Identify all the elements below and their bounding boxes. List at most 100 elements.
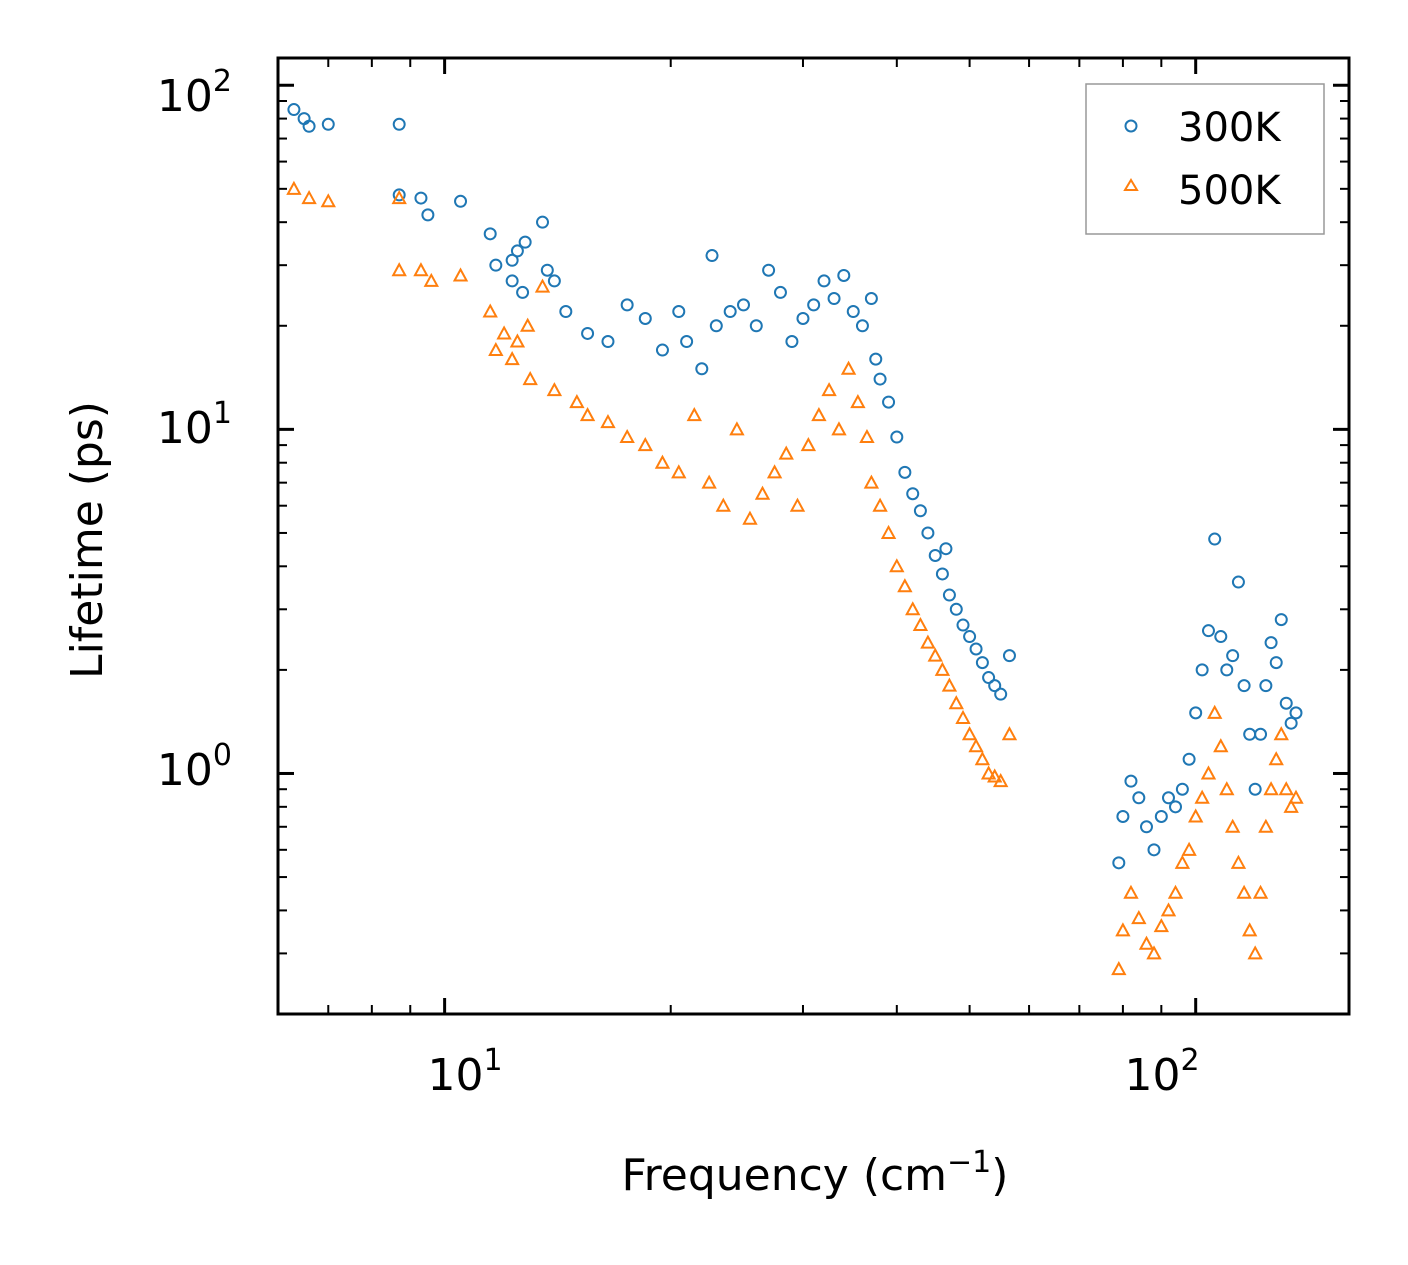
point-300k	[906, 487, 920, 501]
point-300k	[540, 263, 554, 277]
point-500k	[778, 445, 794, 460]
point-300k	[749, 319, 763, 333]
x-axis-label: Frequency (cm−1)	[622, 1145, 1009, 1201]
legend: 300K 500K	[1085, 83, 1325, 235]
point-300k	[1274, 613, 1288, 627]
point-300k	[672, 305, 686, 319]
point-500k	[1213, 738, 1229, 753]
point-500k	[1131, 909, 1147, 925]
point-300k	[516, 285, 530, 299]
point-500k	[1263, 781, 1279, 796]
point-500k	[1224, 818, 1241, 833]
point-300k	[1195, 663, 1209, 677]
point-300k	[392, 188, 406, 202]
point-300k	[864, 292, 878, 306]
point-300k	[1175, 782, 1189, 796]
point-300k	[559, 305, 573, 319]
point-300k	[963, 630, 977, 644]
point-500k	[889, 558, 905, 573]
point-500k	[1160, 902, 1177, 917]
point-500k	[742, 510, 758, 525]
point-300k	[505, 253, 519, 267]
point-300k	[1161, 791, 1175, 805]
point-300k	[392, 117, 406, 131]
point-500k	[1138, 935, 1155, 950]
point-500k	[831, 421, 847, 436]
point-300k	[975, 656, 989, 670]
point-300k	[994, 687, 1008, 701]
point-300k	[1226, 649, 1240, 663]
point-300k	[1269, 656, 1283, 670]
point-300k	[321, 117, 335, 131]
point-300k	[935, 567, 949, 581]
point-300k	[1248, 782, 1262, 796]
point-300k	[1254, 727, 1268, 741]
point-300k	[1147, 843, 1161, 857]
point-500k	[980, 765, 997, 780]
point-500k	[1111, 961, 1127, 976]
point-500k	[619, 428, 635, 444]
point-300k	[873, 372, 887, 386]
series-500k-points	[286, 180, 1304, 976]
point-300k	[518, 235, 532, 249]
point-300k	[421, 208, 435, 222]
point-500k	[789, 497, 806, 512]
point-300k	[1284, 716, 1298, 730]
point-300k	[1237, 679, 1251, 693]
point-500k	[452, 267, 469, 282]
point-500k	[1188, 808, 1204, 823]
point-300k	[913, 504, 927, 518]
point-500k	[1001, 726, 1018, 741]
point-300k	[1201, 624, 1215, 638]
point-500k	[320, 193, 336, 208]
point-500k	[1153, 918, 1170, 933]
point-300k	[928, 548, 942, 562]
point-300k	[898, 465, 912, 479]
point-500k	[821, 382, 837, 397]
point-500k	[754, 485, 771, 500]
point-500k	[1258, 818, 1274, 833]
point-300k	[680, 335, 694, 349]
point-300k	[1002, 649, 1016, 663]
point-500k	[920, 634, 936, 649]
point-500k	[391, 189, 407, 205]
point-500k	[715, 497, 732, 512]
point-500k	[488, 341, 504, 357]
point-500k	[701, 474, 717, 489]
point-500k	[1247, 945, 1263, 960]
point-300k	[869, 352, 883, 366]
point-300k	[1132, 791, 1146, 805]
point-300k	[939, 542, 953, 556]
point-500k	[1236, 884, 1252, 899]
point-300k	[1243, 727, 1257, 741]
point-300k	[620, 298, 634, 312]
point-300k	[1169, 800, 1183, 814]
point-500k	[840, 360, 857, 375]
point-300k	[1124, 774, 1138, 788]
point-300k	[827, 292, 841, 306]
point-300k	[890, 430, 904, 444]
point-500k	[509, 333, 526, 348]
point-500k	[413, 262, 429, 277]
point-500k	[1167, 884, 1184, 899]
point-500k	[600, 413, 616, 429]
point-300k	[1189, 706, 1203, 720]
point-300k	[1289, 706, 1303, 720]
point-500k	[934, 661, 951, 676]
point-500k	[1278, 781, 1294, 796]
point-500k	[522, 370, 538, 386]
point-500k	[1252, 884, 1269, 899]
legend-label-300k: 300K	[1178, 105, 1282, 151]
point-300k	[454, 194, 468, 208]
point-300k	[302, 119, 316, 133]
point-500k	[1230, 854, 1247, 869]
point-500k	[1283, 798, 1299, 813]
point-300k	[1214, 630, 1228, 644]
point-300k	[956, 618, 970, 632]
point-300k	[1220, 663, 1234, 677]
point-300k	[547, 274, 561, 288]
point-500k	[1194, 789, 1210, 804]
point-500k	[729, 421, 745, 436]
point-500k	[766, 464, 783, 479]
